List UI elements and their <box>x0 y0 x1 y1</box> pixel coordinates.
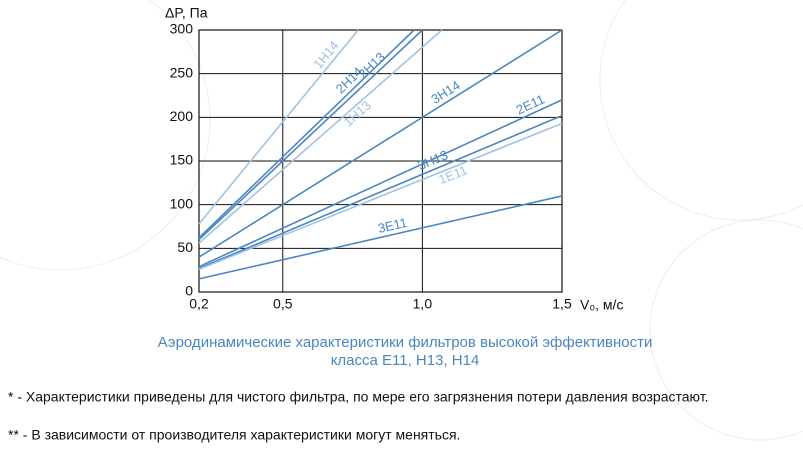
y-tick-label: 100 <box>170 195 194 211</box>
x-axis-label: V₀, м/с <box>580 297 623 313</box>
y-tick-label: 50 <box>177 239 193 255</box>
data-line <box>198 114 563 270</box>
caption: класса Е11, Н13, Н14 <box>331 352 480 369</box>
line-label: 3E11 <box>376 215 408 236</box>
y-tick-label: 250 <box>170 64 194 80</box>
footnote: ** - В зависимости от производителя хара… <box>8 427 460 443</box>
background-decor <box>0 0 803 441</box>
data-line <box>198 29 423 241</box>
line-label: 2E11 <box>514 92 547 118</box>
y-tick-label: 150 <box>170 152 194 168</box>
y-tick-label: 0 <box>185 283 193 299</box>
y-tick-label: 300 <box>170 21 194 37</box>
data-line <box>198 29 563 258</box>
y-axis-label: ΔP, Па <box>165 5 208 21</box>
y-tick-label: 200 <box>170 108 194 124</box>
data-line <box>198 195 563 280</box>
line-label: 2H13 <box>355 49 388 81</box>
x-tick-label: 1,0 <box>413 296 433 312</box>
x-tick-label: 0,5 <box>273 296 293 312</box>
data-line <box>198 29 443 244</box>
x-tick-label: 1,5 <box>552 296 572 312</box>
footnote: * - Характеристики приведены для чистого… <box>8 389 708 405</box>
data-line <box>198 29 359 225</box>
plot-frame <box>198 29 563 293</box>
x-tick-label: 0,2 <box>189 296 209 312</box>
data-line <box>198 29 415 239</box>
data-line <box>198 122 563 271</box>
caption: Аэродинамические характеристики фильтров… <box>158 334 653 351</box>
data-line <box>198 99 563 268</box>
